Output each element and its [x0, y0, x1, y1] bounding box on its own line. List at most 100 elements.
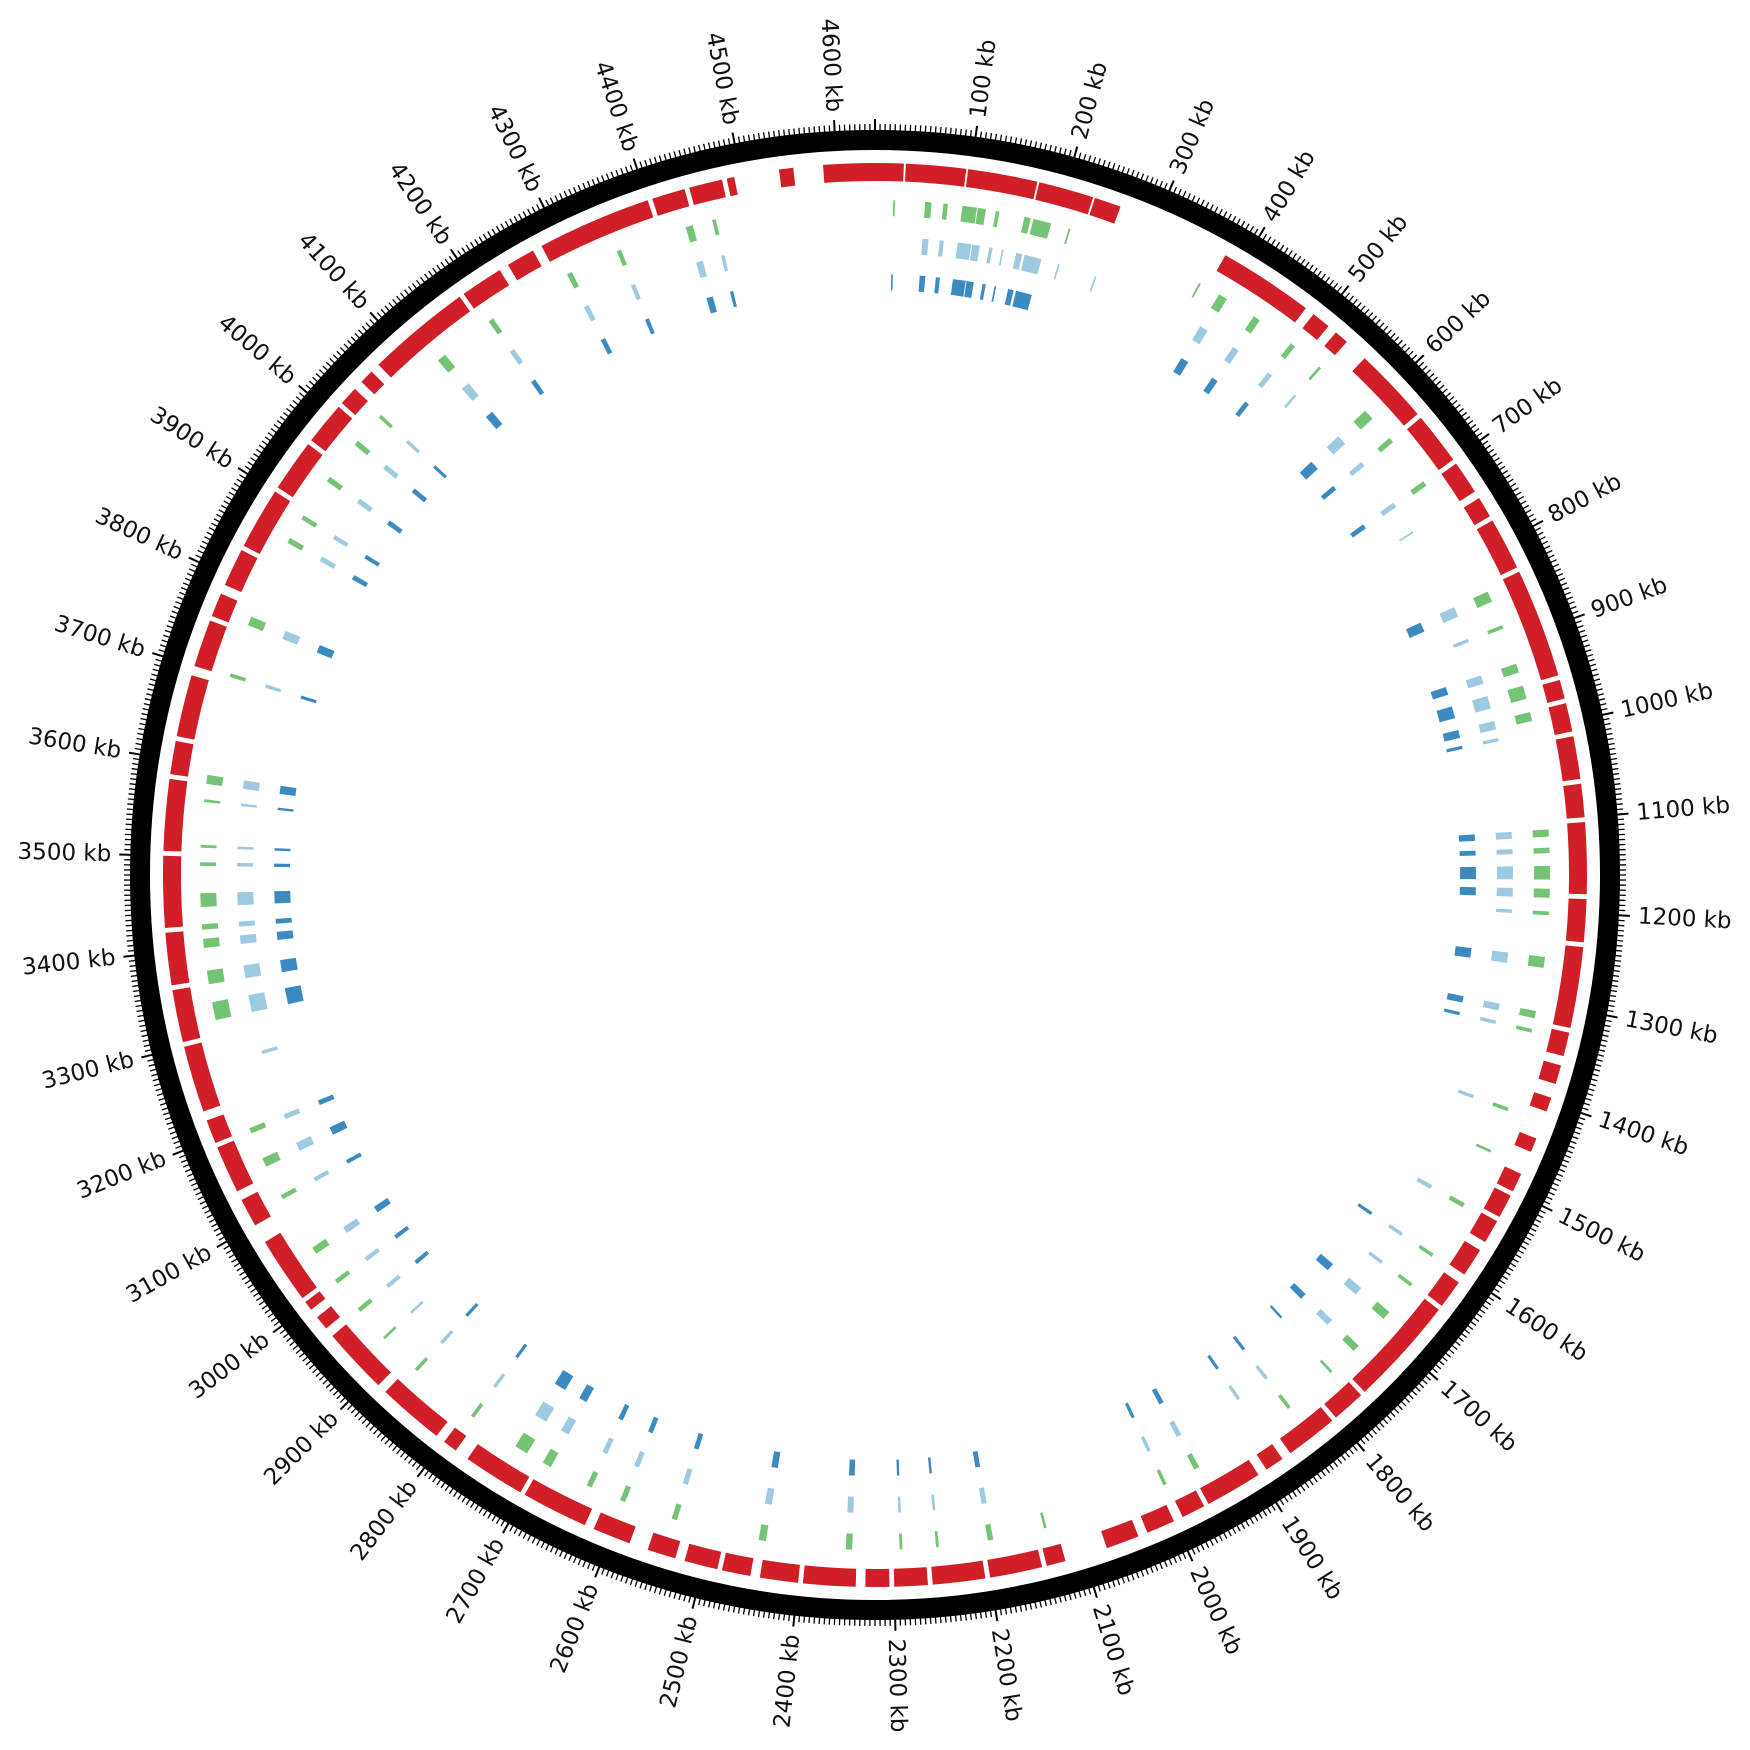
- lightblue-feature: [955, 242, 972, 261]
- green-feature: [1064, 228, 1071, 245]
- minor-tick: [1191, 1547, 1196, 1555]
- minor-tick: [140, 1029, 148, 1033]
- red-feature: [541, 200, 654, 262]
- red-feature: [1279, 1406, 1333, 1454]
- lightblue-feature: [1368, 1251, 1383, 1264]
- minor-tick: [1044, 143, 1047, 151]
- tick-label: 2400 kb: [769, 1633, 805, 1729]
- major-tick: [1478, 433, 1490, 442]
- red-feature: [332, 1324, 391, 1386]
- lightblue-feature: [931, 1494, 936, 1511]
- minor-tick: [1058, 1595, 1062, 1603]
- minor-tick: [424, 273, 430, 281]
- minor-tick: [1375, 318, 1381, 326]
- lightblue-feature: [969, 244, 980, 262]
- minor-tick: [325, 1382, 332, 1389]
- red-feature: [865, 1568, 890, 1588]
- minor-tick: [727, 1604, 731, 1612]
- minor-tick: [554, 1547, 559, 1555]
- minor-tick: [1249, 1517, 1254, 1525]
- minor-tick: [380, 1435, 387, 1442]
- minor-tick: [1222, 1532, 1228, 1539]
- minor-tick: [134, 999, 142, 1003]
- minor-tick: [778, 130, 781, 138]
- tick-label: 4000 kb: [213, 310, 301, 391]
- minor-tick: [182, 1163, 190, 1168]
- minor-tick: [1604, 727, 1612, 731]
- minor-tick: [1182, 1552, 1187, 1559]
- lightblue-feature: [1387, 1224, 1404, 1236]
- tick-label: 900 kb: [1588, 572, 1671, 624]
- lightblue-feature: [1472, 696, 1491, 713]
- blue-feature: [934, 277, 940, 294]
- minor-tick: [1386, 1414, 1392, 1421]
- minor-tick: [1567, 1145, 1575, 1149]
- minor-tick: [1490, 453, 1497, 459]
- minor-tick: [239, 474, 246, 480]
- minor-tick: [1522, 1240, 1530, 1246]
- lightblue-feature: [240, 803, 257, 808]
- green-feature: [203, 937, 220, 948]
- blue-feature: [1124, 1402, 1135, 1419]
- minor-tick: [261, 1304, 269, 1310]
- lightblue-feature: [1399, 531, 1414, 542]
- minor-tick: [1609, 989, 1618, 993]
- minor-tick: [1583, 644, 1591, 648]
- minor-tick: [264, 436, 272, 442]
- minor-tick: [139, 1024, 147, 1028]
- minor-tick: [1163, 1560, 1168, 1568]
- tick-label: 2600 kb: [545, 1580, 604, 1677]
- green-feature: [1244, 316, 1260, 334]
- minor-tick: [1414, 1386, 1421, 1392]
- blue-feature: [964, 281, 974, 298]
- minor-tick: [1087, 1587, 1092, 1595]
- minor-tick: [128, 793, 136, 796]
- red-feature: [652, 188, 690, 216]
- minor-tick: [1266, 236, 1272, 244]
- minor-tick: [1574, 620, 1582, 624]
- red-feature: [1035, 182, 1094, 215]
- minor-tick: [1073, 1591, 1077, 1599]
- red-feature: [721, 1552, 754, 1576]
- tick-label: 300 kb: [1165, 95, 1220, 178]
- red-feature: [1101, 1519, 1139, 1549]
- blue-feature: [648, 1416, 659, 1434]
- minor-tick: [1240, 220, 1246, 228]
- minor-tick: [1598, 1049, 1606, 1052]
- minor-tick: [732, 1605, 736, 1613]
- minor-tick: [213, 518, 221, 523]
- minor-tick: [1300, 1484, 1306, 1492]
- minor-tick: [1418, 1382, 1425, 1389]
- minor-tick: [223, 500, 231, 506]
- minor-tick: [258, 444, 266, 450]
- minor-tick: [1397, 339, 1403, 346]
- minor-tick: [161, 1107, 169, 1111]
- major-tick: [833, 120, 836, 133]
- minor-tick: [1588, 1083, 1597, 1087]
- tick-label: 2200 kb: [986, 1627, 1027, 1724]
- minor-tick: [1593, 678, 1601, 682]
- blue-feature: [1436, 706, 1456, 723]
- minor-tick: [1534, 527, 1542, 532]
- minor-tick: [1601, 1034, 1609, 1038]
- minor-tick: [1348, 1448, 1354, 1455]
- major-tick: [416, 1466, 426, 1478]
- minor-tick: [267, 1312, 275, 1318]
- minor-tick: [186, 572, 194, 577]
- minor-tick: [1599, 703, 1607, 706]
- lightblue-feature: [295, 1136, 315, 1151]
- blue-feature: [1004, 288, 1014, 306]
- green-feature: [200, 844, 217, 849]
- minor-tick: [339, 347, 346, 353]
- major-tick: [1355, 1441, 1366, 1452]
- minor-tick: [813, 126, 816, 134]
- minor-tick: [1258, 1512, 1263, 1519]
- major-tick: [1579, 1111, 1592, 1118]
- blue-feature: [1012, 290, 1032, 311]
- minor-tick: [474, 1504, 480, 1511]
- minor-tick: [208, 1218, 216, 1223]
- minor-tick: [1613, 964, 1621, 967]
- major-tick: [1340, 285, 1350, 296]
- minor-tick: [403, 1454, 410, 1461]
- green-feature: [1475, 1143, 1492, 1153]
